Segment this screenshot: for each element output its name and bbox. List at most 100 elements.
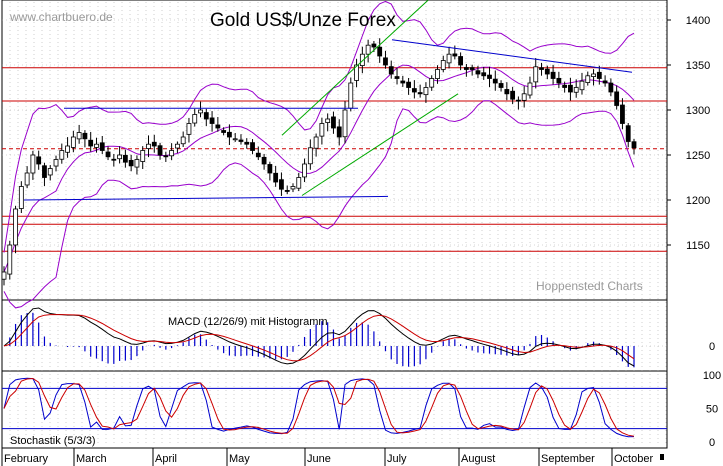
candle-body [371, 43, 377, 48]
candle-body [429, 78, 435, 88]
candle-body [573, 87, 579, 93]
candle-body [174, 143, 180, 149]
x-month-label: February [4, 453, 49, 465]
candle-body [267, 164, 273, 174]
candle-body [24, 172, 30, 186]
candle-body [157, 145, 163, 156]
candle-body [510, 90, 516, 100]
candle-body [620, 104, 625, 124]
candle-body [192, 114, 198, 124]
candle-body [504, 89, 510, 95]
stochastic-k-line [3, 377, 635, 438]
candle-body [469, 67, 475, 70]
bollinger-lower [3, 100, 635, 309]
candle-body [1, 271, 7, 280]
candle-body [146, 143, 151, 149]
x-axis-end-marker [660, 454, 664, 460]
candle-body [556, 77, 562, 84]
stochastic-tick-label: 100 [703, 370, 721, 382]
candle-body [296, 177, 302, 189]
candle-body [591, 73, 596, 78]
x-month-label: April [155, 453, 177, 465]
candle-body [440, 60, 446, 70]
candle-body [516, 99, 521, 102]
candle-body [463, 67, 469, 70]
candle-body [70, 136, 76, 148]
candle-body [290, 186, 296, 190]
candle-body [336, 126, 342, 138]
candle-body [244, 141, 250, 145]
candle-body [631, 141, 637, 149]
candle-body [42, 165, 47, 178]
candle-body [59, 150, 65, 160]
candle-body [417, 92, 423, 95]
candle-body [596, 71, 602, 79]
candle-body [227, 131, 232, 138]
candle-body [614, 91, 620, 106]
candle-body [30, 154, 36, 174]
candle-body [76, 132, 82, 140]
candle-body [36, 156, 42, 165]
candle-body [359, 53, 365, 66]
candle-body [452, 53, 458, 57]
candle-body [13, 208, 18, 246]
candle-body [325, 118, 331, 123]
candle-body [383, 57, 388, 66]
candle-body [550, 71, 556, 79]
candle-body [88, 139, 94, 147]
candle-body [279, 179, 284, 190]
watermark-text: www.chartbuero.de [9, 10, 113, 24]
candle-body [250, 142, 255, 151]
y-tick-label: 1350 [686, 60, 710, 72]
credit-text: Hoppenstedt Charts [536, 279, 643, 293]
stochastic-panel [2, 377, 667, 438]
candle-body [273, 172, 279, 183]
candle-body [99, 142, 105, 151]
candle-body [307, 147, 313, 165]
macd-tick-label: 0 [709, 341, 715, 353]
bollinger-upper [3, 0, 635, 253]
candle-body [585, 75, 591, 83]
candle-body [411, 88, 417, 93]
candle-body [261, 156, 267, 165]
candle-body [198, 109, 203, 114]
candle-body [348, 82, 354, 109]
candle-body [475, 70, 481, 75]
candle-body [446, 53, 452, 64]
candle-body [163, 155, 169, 158]
candle-body [151, 141, 157, 147]
y-tick-label: 1150 [686, 240, 710, 252]
candle-body [400, 80, 406, 84]
y-tick-label: 1200 [686, 195, 710, 207]
candle-body [7, 244, 13, 275]
candle-body [498, 83, 504, 88]
candle-body [562, 84, 568, 88]
candle-body [302, 163, 307, 178]
candle-body [255, 152, 261, 158]
candle-body [209, 117, 215, 124]
candle-body [481, 72, 487, 77]
macd-panel [2, 307, 667, 368]
candle-body [128, 159, 134, 167]
candle-body [458, 56, 464, 66]
candle-body [169, 150, 175, 157]
macd-panel-title: MACD (12/26/9) mit Histogramm [168, 316, 328, 328]
stochastic-tick-label: 0 [709, 437, 715, 449]
candle-body [319, 123, 325, 137]
x-month-label: September [541, 453, 595, 465]
candle-body [487, 74, 492, 79]
candle-body [203, 112, 209, 120]
candle-body [388, 66, 394, 75]
candle-body [625, 125, 631, 142]
candle-body [394, 76, 400, 79]
candle-body [53, 159, 59, 167]
candle-body [221, 130, 227, 133]
x-month-label: March [76, 453, 107, 465]
candle-body [521, 93, 527, 101]
candle-body [238, 139, 244, 142]
candle-body [608, 82, 614, 93]
candle-body [354, 64, 359, 81]
candle-body [82, 132, 88, 140]
candle-body [544, 68, 550, 75]
candle-body [134, 159, 140, 168]
